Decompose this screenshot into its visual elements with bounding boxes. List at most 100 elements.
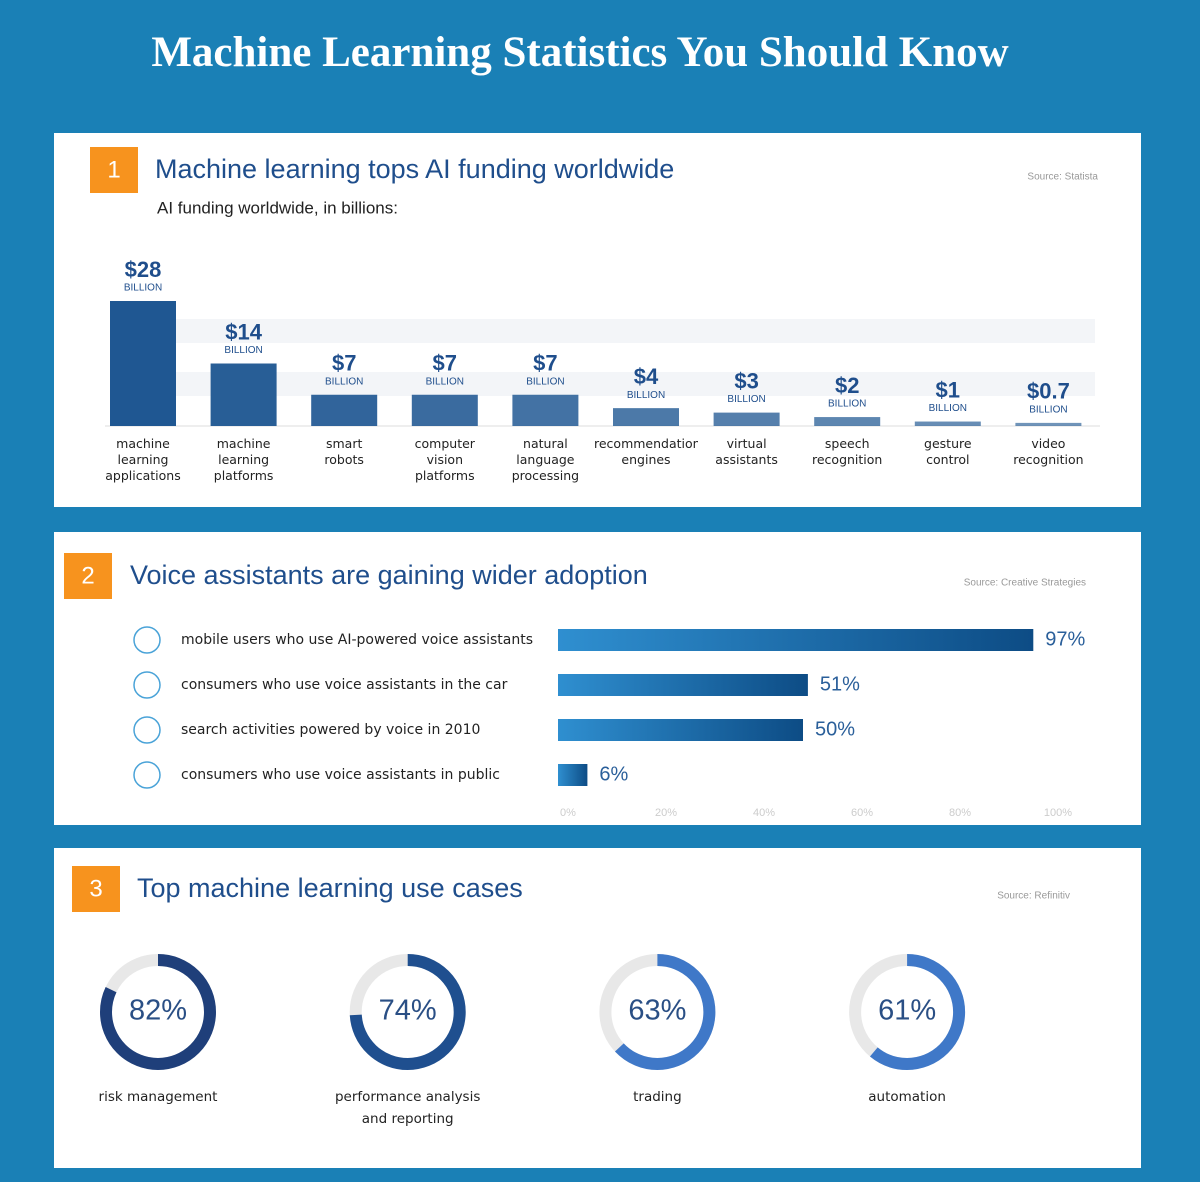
x-tick-label: 60%: [851, 807, 873, 819]
bar: [210, 363, 277, 426]
category-label: natural language processing: [511, 436, 580, 483]
bar: [558, 764, 588, 786]
label-box: natural language processing: [511, 436, 580, 483]
number: 3: [89, 875, 102, 902]
category-label: mobile users who use AI-powered voice as…: [181, 632, 533, 648]
label-box: recommendation engines: [594, 436, 698, 467]
source: Source: Refinitiv: [997, 891, 1070, 902]
bar: [512, 394, 579, 426]
value-label: $4: [634, 364, 659, 389]
value-unit: BILLION: [426, 376, 464, 387]
number-badge: [72, 866, 120, 912]
category-label: virtual assistants: [715, 436, 778, 467]
category-label: performance analysis and reporting: [334, 1089, 481, 1127]
category-label: consumers who use voice assistants in th…: [181, 677, 508, 693]
source: Source: Creative Strategies: [964, 578, 1086, 589]
x-tick-label: 0%: [560, 807, 576, 819]
bar: [814, 417, 881, 426]
icon: [133, 626, 161, 654]
category-label: recommendation engines: [594, 436, 698, 467]
bar: [613, 408, 679, 426]
bar: [311, 394, 378, 426]
value-label: $14: [225, 319, 262, 344]
bar: [558, 719, 803, 741]
number-badge: [90, 147, 138, 193]
value-unit: BILLION: [929, 403, 967, 414]
value-label: $7: [433, 351, 457, 376]
donut-arc: [100, 954, 216, 1070]
label-box: risk management: [98, 1089, 218, 1105]
value-unit: BILLION: [526, 376, 564, 387]
bar: [110, 301, 176, 426]
category-label: gesture control: [924, 436, 972, 467]
label-box: video recognition: [1013, 436, 1084, 467]
label-box: automation: [868, 1089, 946, 1105]
category-label: machine learning applications: [105, 436, 181, 483]
subtitle: AI funding worldwide, in billions:: [157, 198, 398, 217]
value-label: $7: [332, 351, 356, 376]
value-label: $7: [533, 351, 557, 376]
value-label: $28: [125, 257, 162, 282]
bar: [411, 394, 478, 426]
category-label: risk management: [98, 1089, 218, 1105]
value-unit: BILLION: [627, 390, 665, 401]
value-label: 6%: [599, 763, 628, 785]
icon: [133, 716, 161, 744]
category-label: search activities powered by voice in 20…: [181, 722, 480, 738]
label-box: speech recognition: [812, 436, 883, 467]
category-label: trading: [633, 1089, 682, 1105]
x-tick-label: 40%: [753, 807, 775, 819]
value-label: $0.7: [1027, 379, 1070, 404]
page-title: Machine Learning Statistics You Should K…: [151, 29, 1008, 76]
chart-title: Machine learning tops AI funding worldwi…: [155, 154, 674, 184]
category-label: video recognition: [1013, 436, 1084, 467]
donut-arc: [849, 954, 966, 1070]
value-unit: BILLION: [224, 345, 262, 356]
label-box: machine learning applications: [105, 436, 181, 483]
category-label: automation: [868, 1089, 946, 1105]
label-box: performance analysis and reporting: [334, 1089, 481, 1127]
band: [110, 319, 1095, 343]
label-box: trading: [633, 1089, 682, 1105]
category-label: smart robots: [324, 436, 364, 467]
number: 2: [81, 562, 94, 589]
label-box: computer vision platforms: [414, 436, 475, 483]
value-label: $2: [835, 373, 859, 398]
bar: [713, 412, 780, 426]
source: Source: Statista: [1027, 172, 1098, 183]
value-unit: BILLION: [124, 283, 162, 294]
value-unit: BILLION: [727, 394, 765, 405]
value-label: 50%: [815, 718, 855, 740]
x-tick-label: 20%: [655, 807, 677, 819]
value-label: 74%: [379, 995, 437, 1027]
bar: [914, 421, 981, 426]
number-badge: [64, 553, 112, 599]
value-label: 63%: [628, 995, 686, 1027]
x-tick-label: 80%: [949, 807, 971, 819]
icon: [133, 671, 161, 699]
value-unit: BILLION: [1029, 405, 1067, 416]
chart-title: Top machine learning use cases: [137, 873, 523, 903]
label-box: gesture control: [924, 436, 972, 467]
value-label: 51%: [820, 673, 860, 695]
value-unit: BILLION: [325, 376, 363, 387]
bar: [558, 629, 1034, 651]
category-label: machine learning platforms: [213, 436, 274, 483]
value-label: 97%: [1045, 628, 1085, 650]
value-label: $1: [936, 377, 960, 402]
number: 1: [107, 156, 120, 183]
x-tick-label: 100%: [1044, 807, 1072, 819]
category-label: speech recognition: [812, 436, 883, 467]
value-unit: BILLION: [828, 399, 866, 410]
donut-arc: [349, 954, 466, 1070]
icon: [133, 761, 161, 789]
bar: [1015, 422, 1082, 426]
label-box: machine learning platforms: [213, 436, 274, 483]
label-box: virtual assistants: [715, 436, 778, 467]
value-label: $3: [734, 368, 758, 393]
bar: [558, 674, 808, 696]
value-label: 61%: [878, 995, 936, 1027]
label-box: smart robots: [324, 436, 364, 467]
category-label: computer vision platforms: [414, 436, 475, 483]
